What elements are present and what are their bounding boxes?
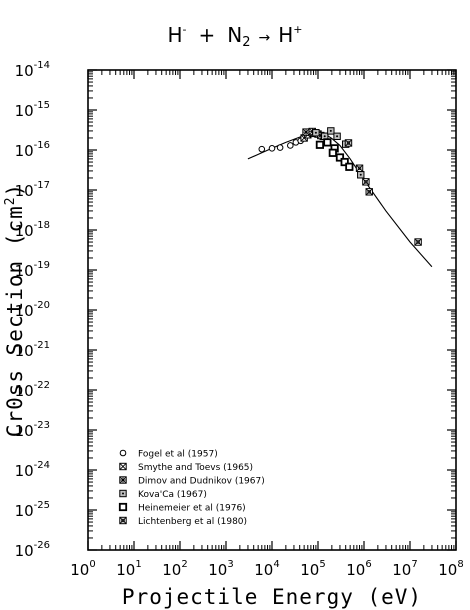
- legend-marker-5: [119, 516, 127, 525]
- title-h-out: H: [278, 23, 293, 47]
- x-tick-label: 101: [116, 559, 141, 579]
- x-tick-label: 102: [162, 559, 187, 579]
- data-point-series-4: [340, 157, 349, 167]
- y-tick-label: 10-26: [15, 540, 50, 560]
- data-point-series-3: [357, 171, 365, 179]
- x-tick-labels: 100 101 102 103 104 105 106 107 108: [70, 559, 463, 579]
- y-tick-label: 10-18: [15, 220, 50, 240]
- legend-marker-3: [119, 489, 127, 498]
- x-tick-label: 100: [70, 559, 95, 579]
- y-axis-title-close: ): [3, 183, 27, 197]
- data-point-series-3: [333, 132, 341, 141]
- x-tick-label: 106: [346, 559, 371, 579]
- legend-label-1: Smythe and Toevs (1965): [138, 463, 253, 473]
- chart-title: H- + N2 → H+: [167, 23, 302, 50]
- title-arrow: →: [259, 30, 271, 46]
- data-point-series-4: [323, 138, 332, 147]
- y-tick-labels: 10-14 10-15 10-16 10-17 10-18 10-19 10-20 10-21…: [15, 60, 50, 560]
- title-n: N: [227, 23, 242, 47]
- data-point-series-4: [345, 162, 354, 171]
- x-tick-label: 108: [438, 559, 463, 579]
- y-tick-label: 10-14: [15, 60, 50, 80]
- title-sup-minus: -: [183, 23, 187, 36]
- y-tick-label: 10-24: [15, 460, 50, 480]
- title-sup-plus: +: [293, 23, 302, 36]
- y-tick-label: 10-16: [15, 140, 50, 160]
- legend-label-2: Dimov and Dudnikov (1967): [138, 477, 265, 487]
- data-point-series-5: [362, 178, 370, 186]
- data-point-series-0: [268, 145, 276, 152]
- data-point-series-4: [335, 153, 345, 162]
- y-tick-label: 10-20: [15, 300, 50, 320]
- legend-label-3: Kova'Ca (1967): [138, 490, 207, 500]
- data-point-series-4: [315, 140, 325, 149]
- data-point-series-5: [344, 139, 353, 147]
- y-tick-label: 10-22: [15, 380, 50, 400]
- y-tick-label: 10-15: [15, 100, 50, 120]
- data-point-series-0: [276, 144, 284, 151]
- data-point-series-2: [302, 128, 310, 136]
- data-point-series-4: [328, 148, 337, 157]
- legend: Fogel et al (1957) Smythe and Toevs (1965…: [118, 449, 265, 527]
- y-tick-label: 10-17: [15, 180, 50, 200]
- data-point-series-5: [414, 238, 422, 246]
- x-tick-label: 103: [208, 559, 233, 579]
- data-points-layer: [258, 127, 422, 246]
- data-point-series-3: [327, 127, 335, 135]
- y-tick-label: 10-25: [15, 500, 50, 520]
- data-point-series-0: [287, 142, 294, 149]
- title-plus: +: [199, 23, 216, 47]
- data-point-series-0: [258, 145, 266, 153]
- legend-marker-2: [119, 476, 127, 484]
- data-point-series-3: [312, 129, 320, 137]
- legend-marker-1: [119, 462, 127, 471]
- data-point-series-5: [365, 188, 373, 196]
- legend-label-4: Heinemeier et al (1976): [138, 504, 246, 514]
- y-axis-title: Cr0ss Section (cm2): [3, 183, 27, 437]
- y-axis-title-exp: 2: [3, 196, 18, 205]
- data-point-series-5: [355, 164, 364, 172]
- title-h: H: [167, 23, 182, 47]
- y-axis-title-main: Cr0ss Section (cm: [3, 205, 27, 437]
- y-tick-label: 10-19: [15, 260, 50, 280]
- title-sub-2: 2: [242, 35, 250, 50]
- y-tick-label: 10-21: [15, 340, 50, 360]
- x-tick-label: 107: [392, 559, 417, 579]
- legend-marker-0: [119, 449, 127, 457]
- x-axis-title: Projectile Energy (eV): [122, 585, 422, 609]
- x-tick-label: 104: [254, 559, 279, 579]
- legend-label-0: Fogel et al (1957): [138, 450, 218, 460]
- y-tick-label: 10-23: [15, 420, 50, 440]
- fit-curve-layer: [247, 132, 433, 268]
- x-tick-label: 105: [300, 559, 325, 579]
- legend-label-5: Lichtenberg et al (1980): [138, 517, 247, 527]
- legend-marker-4: [118, 502, 128, 512]
- tick-marks: [87, 69, 457, 551]
- fit-curve: [247, 132, 433, 268]
